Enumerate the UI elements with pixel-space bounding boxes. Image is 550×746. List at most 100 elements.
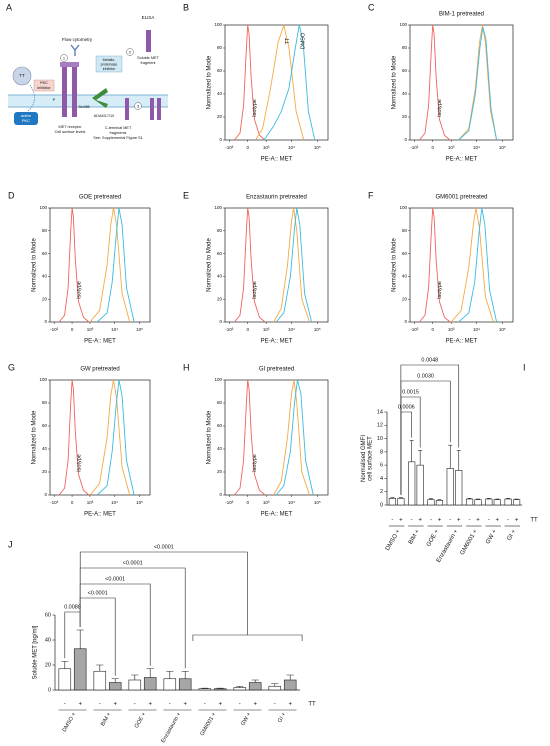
x-tick-label: 10³	[448, 145, 455, 150]
y-tick-label: 0	[219, 319, 222, 324]
y-tick-label: 60	[402, 68, 408, 73]
bar	[143, 677, 157, 691]
error-bar	[236, 685, 244, 688]
p-value: 0.0030	[417, 373, 434, 379]
bar	[427, 499, 435, 506]
category-label: BIM +	[100, 712, 112, 728]
y-tick-label: 40	[45, 637, 51, 643]
y-tick-label: 0	[219, 137, 222, 142]
y-tick-label: 2	[380, 489, 383, 495]
plot-frame	[49, 379, 151, 496]
histogram-curve	[275, 207, 313, 323]
y-tick-label: 80	[402, 228, 408, 233]
c-terminal-fragment	[150, 98, 154, 120]
category-label: GOE +	[426, 528, 441, 547]
error-bar	[76, 629, 84, 649]
error-bar	[437, 499, 442, 501]
y-tick-label: 40	[42, 446, 48, 451]
histogram-curve	[58, 379, 90, 496]
x-tick-label: 10³	[87, 327, 94, 332]
bar	[283, 679, 297, 691]
bar	[73, 648, 87, 691]
condition-tick-label: -	[134, 702, 136, 708]
met-receptor-label: MET receptor	[59, 125, 83, 129]
condition-tick-label: +	[457, 518, 461, 524]
histogram-curve	[234, 207, 266, 323]
error-bar	[166, 670, 174, 679]
bar	[455, 470, 463, 506]
soluble-label: Soluble MET	[137, 56, 159, 60]
bar	[474, 499, 482, 506]
condition-tick-label: +	[515, 518, 519, 524]
error-bar	[514, 498, 519, 500]
flow-label: Flow cytometry	[62, 37, 93, 42]
y-tick-label: 100	[399, 22, 407, 27]
y-tick-label: 40	[402, 274, 408, 279]
bar	[465, 498, 474, 506]
x-tick-label: 10⁵	[314, 145, 321, 150]
p-value: 0.0006	[398, 404, 415, 410]
error-bar	[486, 498, 491, 500]
adam-label: ADAM17/10	[94, 114, 114, 118]
y-axis-label: Normalized to Mode	[207, 410, 213, 464]
histogram-curve	[419, 207, 451, 323]
error-bar	[495, 498, 500, 500]
y-tick-label: 40	[217, 274, 223, 279]
bar	[233, 687, 247, 691]
y-tick-label: 20	[42, 296, 48, 301]
bar	[108, 682, 122, 691]
condition-tick-label: -	[507, 518, 509, 524]
x-tick-label: 10⁴	[111, 327, 118, 332]
series-label: Isotype	[77, 454, 83, 472]
histogram-curve	[273, 379, 310, 496]
p-value: 0.0048	[421, 357, 438, 363]
category-label: DMSO +	[62, 712, 78, 733]
x-tick-label: -10³	[50, 500, 59, 505]
y-tick-label: 20	[402, 296, 408, 301]
x-tick-label: -10³	[225, 327, 234, 332]
y-tick-label: 60	[402, 251, 408, 256]
x-tick-label: 10⁵	[499, 145, 506, 150]
y-tick-label: 0	[48, 687, 51, 693]
panel-title: GM6001 pretreated	[435, 195, 487, 201]
bar	[128, 679, 142, 691]
x-tick-label: 10⁴	[473, 145, 480, 150]
x-axis-label: PE-A:: MET	[84, 512, 116, 518]
histogram-curve	[255, 23, 305, 141]
x-tick-label: 10⁴	[473, 327, 480, 332]
y-tick-label: 100	[214, 205, 222, 210]
bar	[93, 670, 107, 691]
error-bar	[271, 683, 279, 687]
x-tick-label: 10³	[263, 145, 270, 150]
condition-tick-label: +	[183, 702, 187, 708]
x-axis-label: PE-A:: MET	[84, 339, 116, 345]
condition-tick-label: +	[418, 518, 422, 524]
x-tick-label: 0	[246, 327, 249, 332]
y-tick-label: 40	[217, 91, 223, 96]
condition-tick-label: +	[399, 518, 403, 524]
ser-label: Ser985	[78, 105, 89, 109]
series-label: DMSO	[301, 32, 307, 49]
bar	[485, 498, 493, 506]
y-tick-label: 20	[217, 114, 223, 119]
mp-inhibitor	[95, 55, 123, 73]
met-receptor-label: Cell surface levels	[55, 130, 86, 134]
bar	[416, 464, 424, 506]
p-value: <0.0001	[88, 590, 108, 596]
x-tick-label: 10⁴	[288, 500, 295, 505]
error-bar	[111, 678, 119, 683]
histogram-curve	[273, 207, 310, 323]
error-bar	[467, 498, 472, 500]
bar	[435, 500, 444, 506]
step	[134, 102, 142, 110]
histogram-curve	[96, 379, 135, 496]
category-label: GW +	[240, 712, 252, 727]
y-tick-label: 20	[217, 296, 223, 301]
y-axis-label: Normalized to Mode	[32, 410, 38, 464]
y-tick-label: 0	[404, 319, 407, 324]
panel-title: BIM-1 pretreated	[439, 12, 484, 18]
histogram-curve	[58, 207, 90, 323]
y-tick-label: 0	[219, 492, 222, 497]
condition-tick-label: -	[169, 702, 171, 708]
category-label: GW +	[485, 528, 498, 545]
